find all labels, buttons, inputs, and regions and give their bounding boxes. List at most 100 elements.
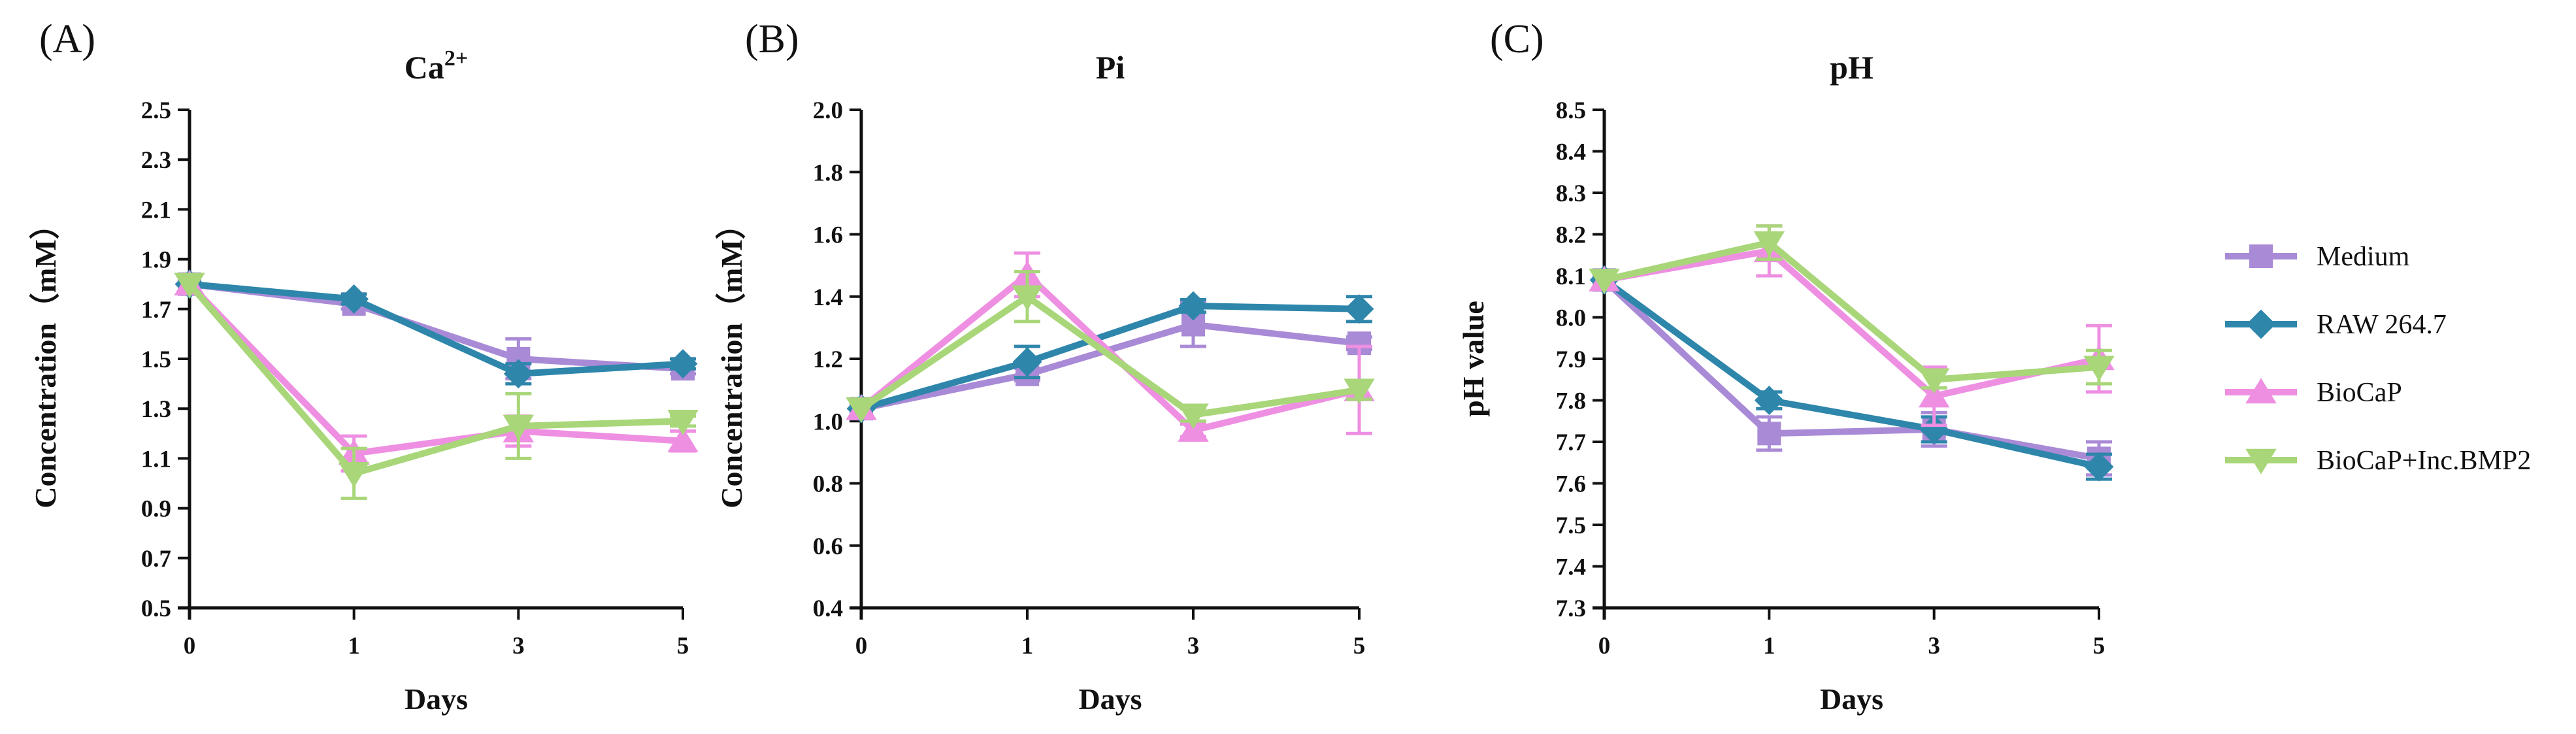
x-tick-label: 3 xyxy=(1187,633,1200,659)
chart-panel-2: (B) Pi 0.4 0.6 0.8 1.0 1.2 1.4 1.6 1.8 2.0 0 1 3 5 Days… xyxy=(715,17,1375,716)
x-tick-label: 0 xyxy=(855,633,868,659)
y-tick-label: 1.8 xyxy=(813,159,843,186)
data-point xyxy=(1919,414,1949,444)
series-line xyxy=(187,282,684,477)
y-tick-label: 7.6 xyxy=(1556,471,1586,498)
data-point xyxy=(174,273,205,299)
series-line xyxy=(860,303,1360,412)
series-line xyxy=(1602,277,2100,462)
y-tick-label: 0.8 xyxy=(813,471,843,498)
y-tick-label: 1.0 xyxy=(813,409,843,435)
series-biocap-inc-bmp2 xyxy=(174,273,699,500)
data-point xyxy=(1178,403,1209,429)
x-tick-label: 1 xyxy=(1021,633,1034,659)
x-tick-label: 3 xyxy=(512,633,525,659)
series-line xyxy=(1602,277,2100,470)
y-tick-label: 7.7 xyxy=(1556,429,1586,456)
y-tick-label: 7.5 xyxy=(1556,512,1586,539)
legend-marker xyxy=(2245,378,2277,404)
y-tick-label: 2.1 xyxy=(141,197,171,224)
y-tick-label: 8.5 xyxy=(1556,97,1586,124)
series-line xyxy=(187,282,684,457)
x-tick-label: 5 xyxy=(677,633,689,659)
legend-item-medium: Medium xyxy=(2225,242,2410,272)
y-tick-label: 0.9 xyxy=(141,496,171,523)
data-point xyxy=(667,427,699,453)
chart-panel-1: (A) Ca2+ 0.5 0.7 0.9 1.1 1.3 1.5 1.7 1.9 2.1 2.3 2.5… xyxy=(29,17,699,716)
y-axis-label: Concentration（mM） xyxy=(715,209,748,508)
data-point xyxy=(1012,347,1042,377)
y-tick-label: 0.4 xyxy=(813,595,843,622)
x-tick-label: 0 xyxy=(184,633,196,659)
y-axis-label: Concentration（mM） xyxy=(29,209,62,508)
data-point xyxy=(846,397,877,423)
panel-letter: (B) xyxy=(745,17,799,61)
chart-title: Pi xyxy=(1096,49,1125,86)
data-point xyxy=(1918,368,1950,394)
y-tick-label: 7.9 xyxy=(1556,346,1586,373)
y-tick-label: 7.8 xyxy=(1556,388,1586,415)
legend-item-biocap: BioCaP xyxy=(2225,378,2402,408)
legend-item-raw-264-7: RAW 264.7 xyxy=(2225,309,2447,340)
legend-label: BioCaP xyxy=(2317,378,2402,408)
y-tick-label: 2.0 xyxy=(813,97,843,124)
data-point xyxy=(1178,291,1208,321)
chart-title: Ca2+ xyxy=(405,46,468,86)
x-tick-label: 0 xyxy=(1598,633,1611,659)
legend-label: Medium xyxy=(2317,242,2410,272)
data-point xyxy=(503,359,533,389)
chart-title: pH xyxy=(1830,49,1874,86)
y-tick-label: 1.1 xyxy=(141,446,171,473)
y-tick-label: 8.2 xyxy=(1556,222,1586,249)
data-point xyxy=(1753,231,1785,257)
y-tick-label: 1.6 xyxy=(813,222,843,249)
legend-label: BioCaP+Inc.BMP2 xyxy=(2317,446,2531,476)
y-tick-label: 1.2 xyxy=(813,346,843,373)
x-tick-label: 5 xyxy=(1353,633,1366,659)
legend-item-biocap-inc-bmp2: BioCaP+Inc.BMP2 xyxy=(2225,446,2531,476)
legend: Medium RAW 264.7 BioCaP BioCaP+Inc.BMP2 xyxy=(2225,242,2531,476)
data-point xyxy=(1918,382,1950,408)
x-tick-label: 5 xyxy=(2093,633,2105,659)
y-tick-label: 1.9 xyxy=(141,247,171,274)
y-tick-label: 0.6 xyxy=(813,533,843,560)
data-point xyxy=(339,284,369,314)
legend-marker xyxy=(2246,309,2276,339)
x-tick-label: 1 xyxy=(348,633,360,659)
x-axis-label: Days xyxy=(1820,682,1883,716)
y-tick-label: 8.4 xyxy=(1556,139,1586,166)
y-tick-label: 1.5 xyxy=(141,346,171,373)
data-point xyxy=(1589,269,1620,294)
series-line xyxy=(1604,247,2100,400)
data-point xyxy=(2084,452,2114,482)
legend-label: RAW 264.7 xyxy=(2317,310,2447,340)
legend-marker xyxy=(2245,448,2277,475)
y-tick-label: 8.1 xyxy=(1556,263,1586,290)
y-tick-label: 2.5 xyxy=(141,97,171,124)
series-line xyxy=(859,293,1360,418)
data-point xyxy=(1344,294,1374,324)
series-biocap-inc-bmp2 xyxy=(1589,224,2115,394)
x-tick-label: 1 xyxy=(1763,633,1775,659)
data-point xyxy=(1757,422,1781,446)
panel-letter: (A) xyxy=(39,17,95,61)
charts-layer: (A) Ca2+ 0.5 0.7 0.9 1.1 1.3 1.5 1.7 1.9 2.1 2.3 2.5… xyxy=(29,17,2115,716)
y-tick-label: 1.4 xyxy=(813,284,843,311)
x-axis-label: Days xyxy=(1078,682,1142,716)
y-axis-label: pH value xyxy=(1457,301,1490,417)
y-tick-label: 7.4 xyxy=(1556,554,1586,581)
x-tick-label: 3 xyxy=(1928,633,1940,659)
data-point xyxy=(338,461,370,488)
series-biocap-inc-bmp2 xyxy=(846,270,1375,429)
chart-panel-3: (C) pH 7.3 7.4 7.5 7.6 7.7 7.8 7.9 8.0 8.1 8.2 8.3 8.… xyxy=(1457,17,2115,716)
y-tick-label: 8.3 xyxy=(1556,180,1586,207)
data-point xyxy=(2083,356,2115,382)
y-tick-label: 0.7 xyxy=(141,546,171,573)
y-tick-label: 1.3 xyxy=(141,396,171,423)
panel-letter: (C) xyxy=(1490,17,1544,61)
data-point xyxy=(1178,416,1209,442)
y-tick-label: 0.5 xyxy=(141,595,171,622)
data-point xyxy=(1754,386,1784,415)
series-line xyxy=(1603,239,2100,383)
